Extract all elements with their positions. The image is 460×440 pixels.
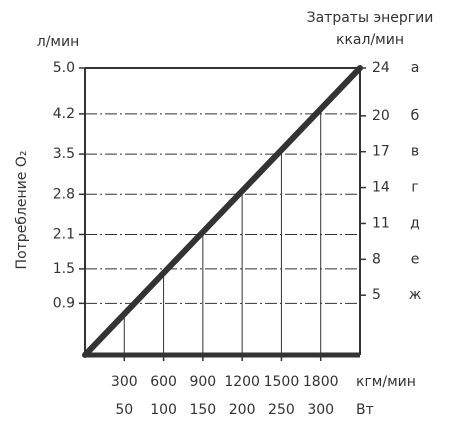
y-tick-label: 1.5 bbox=[53, 261, 75, 277]
x-tick-label: 1200 bbox=[224, 374, 260, 390]
level-label: а bbox=[411, 60, 420, 76]
x-tick-label: 600 bbox=[150, 374, 177, 390]
level-label: д bbox=[410, 215, 420, 231]
y-unit: л/мин bbox=[37, 34, 79, 50]
x-tick-label: 1800 bbox=[303, 374, 339, 390]
x2-tick-label: 100 bbox=[150, 402, 177, 418]
x2-tick-label: 200 bbox=[229, 402, 256, 418]
x-tick-label: 300 bbox=[111, 374, 138, 390]
y-tick-label: 3.5 bbox=[53, 146, 75, 162]
y2-label: Затраты энергии bbox=[307, 10, 434, 26]
level-label: е bbox=[411, 251, 420, 267]
y2-tick-label: 11 bbox=[372, 215, 390, 231]
y2-tick-label: 24 bbox=[372, 60, 390, 76]
level-label: б bbox=[411, 108, 420, 124]
y-tick-label: 4.2 bbox=[53, 106, 75, 122]
x2-tick-label: 150 bbox=[189, 402, 216, 418]
y2-tick-label: 17 bbox=[372, 144, 390, 160]
y2-tick-label: 5 bbox=[372, 287, 381, 303]
x-tick-label: 1500 bbox=[264, 374, 300, 390]
x2-tick-label: 50 bbox=[115, 402, 133, 418]
x2-unit: Вт bbox=[356, 402, 374, 418]
y-tick-label: 5.0 bbox=[53, 60, 75, 76]
y2-tick-label: 20 bbox=[372, 108, 390, 124]
x2-tick-label: 250 bbox=[268, 402, 295, 418]
y2-tick-label: 8 bbox=[372, 251, 381, 267]
level-label: в bbox=[411, 144, 419, 160]
y2-label: ккал/мин bbox=[336, 32, 404, 48]
y-tick-label: 2.8 bbox=[53, 186, 75, 202]
y-label: Потребление O₂ bbox=[14, 151, 30, 270]
y-tick-label: 0.9 bbox=[53, 295, 75, 311]
y2-tick-label: 14 bbox=[372, 180, 390, 196]
level-label: г bbox=[411, 180, 418, 196]
level-label: ж bbox=[409, 287, 422, 303]
data-line bbox=[82, 65, 363, 358]
x-unit: кгм/мин bbox=[356, 374, 416, 390]
x-tick-label: 900 bbox=[189, 374, 216, 390]
y-tick-label: 2.1 bbox=[53, 226, 75, 242]
x2-tick-label: 300 bbox=[307, 402, 334, 418]
